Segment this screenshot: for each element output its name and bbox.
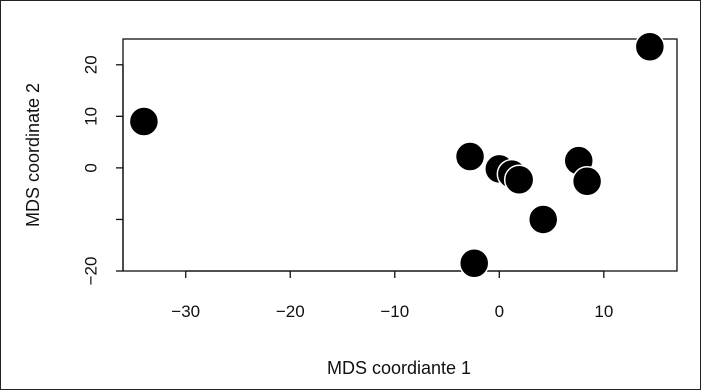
x-tick-label: −30 [171,302,200,321]
y-tick-label: 0 [81,163,100,172]
data-point [128,106,160,137]
y-tick-label: −20 [81,257,100,286]
x-tick-label: 10 [594,302,613,321]
data-point [454,141,486,172]
y-axis-title: MDS coordinate 2 [23,83,43,227]
y-axis: −20 0 10 20 [81,55,124,286]
data-point [503,164,535,195]
data-points [128,31,666,279]
x-tick-label: 0 [495,302,504,321]
y-tick-label: 10 [81,107,100,126]
plot-area [122,38,678,272]
y-tick-label: 20 [81,55,100,74]
data-point [458,248,490,279]
x-axis-title: MDS coordiante 1 [327,358,471,378]
x-axis: −30 −20 −10 0 10 [171,270,613,321]
data-point [571,166,603,197]
x-tick-label: −20 [276,302,305,321]
data-point [527,204,559,235]
data-point [634,31,666,62]
x-tick-label: −10 [380,302,409,321]
